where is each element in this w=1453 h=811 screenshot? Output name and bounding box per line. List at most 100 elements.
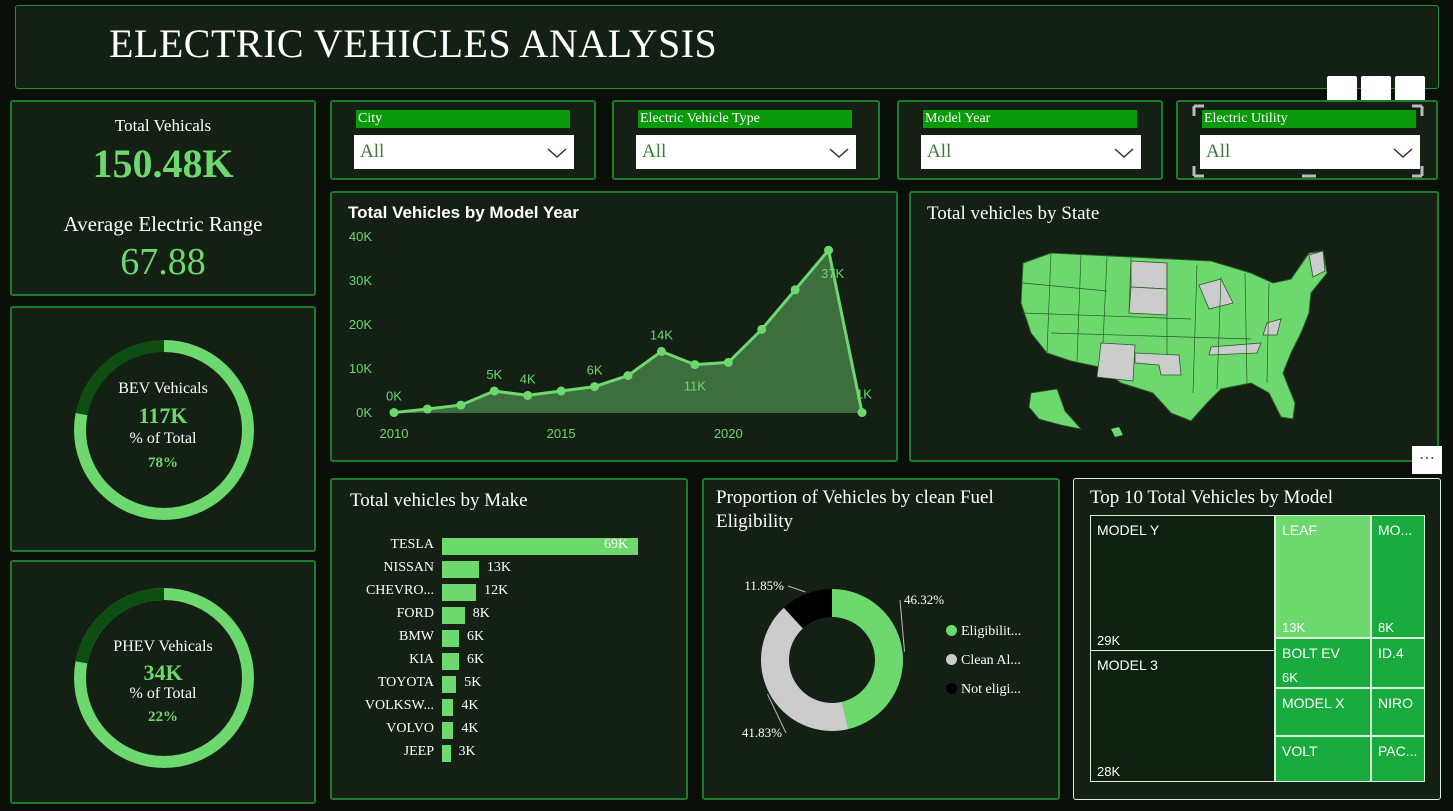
tennessee-state xyxy=(1208,342,1262,356)
ev-type-dropdown-value: All xyxy=(642,141,667,162)
area-point xyxy=(556,386,566,396)
treemap-value: 29K xyxy=(1097,633,1121,648)
treemap-cell-model-3[interactable]: MODEL 3 28K xyxy=(1090,650,1275,782)
area-point xyxy=(623,371,633,381)
treemap-value: 28K xyxy=(1097,764,1121,779)
treemap-cell-bolt-ev[interactable]: BOLT EV 6K xyxy=(1275,638,1371,688)
pie-slice xyxy=(783,589,832,629)
south-dakota-state xyxy=(1128,286,1168,316)
bar[interactable] xyxy=(442,630,460,647)
area-data-label: 6K xyxy=(587,363,603,378)
treemap-name: MO... xyxy=(1378,522,1413,538)
bar[interactable] xyxy=(442,607,465,624)
legend-item-not-eligible[interactable]: Not eligi... xyxy=(946,682,1021,698)
area-fill xyxy=(394,250,862,413)
usa-shape xyxy=(1020,250,1328,422)
treemap-cell-pacifica[interactable]: PAC... xyxy=(1371,736,1425,782)
pie-value-label: 11.85% xyxy=(744,578,784,593)
city-slicer: City All xyxy=(330,100,596,180)
chevron-down-icon xyxy=(547,148,567,159)
bar[interactable] xyxy=(442,676,457,693)
city-slicer-label: City xyxy=(356,110,570,128)
treemap-name: VOLT xyxy=(1282,743,1318,759)
bar[interactable] xyxy=(442,653,460,670)
treemap-name: MODEL X xyxy=(1282,695,1345,711)
y-tick-label: 0K xyxy=(356,405,372,420)
treemap-cell-model-y[interactable]: MODEL Y 29K xyxy=(1090,515,1275,651)
title-panel: ELECTRIC VEHICLES ANALYSIS xyxy=(15,5,1439,89)
legend-item-clean-alt[interactable]: Clean Al... xyxy=(946,653,1021,669)
treemap-name: LEAF xyxy=(1282,522,1318,538)
treemap-cell-model-s[interactable]: MO... 8K xyxy=(1371,515,1425,638)
more-button[interactable] xyxy=(1395,76,1425,104)
state-map-card: Total vehicles by State xyxy=(909,191,1439,462)
pie-leader-line xyxy=(767,694,787,734)
total-vehicles-value: 150.48K xyxy=(92,141,234,186)
treemap-value: 13K xyxy=(1282,620,1306,635)
bar[interactable] xyxy=(442,561,479,578)
bar-value-label: 4K xyxy=(461,721,479,736)
model-year-dropdown[interactable]: All xyxy=(921,135,1141,169)
area-point xyxy=(757,324,767,334)
model-year-slicer: Model Year All xyxy=(897,100,1163,180)
model-year-area-chart: 0K 10K 20K 30K 40K 2010 2015 2020 0K 5K 4K 6K 14K 11… xyxy=(349,229,872,441)
bar[interactable] xyxy=(442,699,454,716)
eligibility-chart-card: Proportion of Vehicles by clean Fuel Eli… xyxy=(702,478,1060,800)
phev-value: 34K xyxy=(143,660,183,685)
legend-item-eligible[interactable]: Eligibilit... xyxy=(946,624,1021,640)
model-year-chart-card: Total Vehicles by Model Year 0K 10K 20K 30K… xyxy=(330,191,898,462)
michigan-state xyxy=(1198,278,1234,310)
bar-value-label: 8K xyxy=(472,606,490,621)
more-options-button[interactable]: ⋯ xyxy=(1412,446,1442,474)
bar[interactable] xyxy=(442,722,454,739)
bar[interactable] xyxy=(442,538,638,555)
area-point xyxy=(590,382,600,392)
bar-category-label: JEEP xyxy=(403,744,434,759)
model-treemap-title: Top 10 Total Vehicles by Model xyxy=(1090,487,1334,508)
focus-mode-button[interactable] xyxy=(1327,76,1357,104)
area-axes: 0K 10K 20K 30K 40K 2010 2015 2020 xyxy=(349,229,743,441)
maine-state xyxy=(1308,250,1326,278)
make-chart-card: Total vehicles by Make TESLA 69K NISSAN 13K… xyxy=(330,478,688,800)
phev-label: PHEV Vehicals xyxy=(113,638,213,655)
treemap-cell-volt[interactable]: VOLT xyxy=(1275,736,1371,782)
treemap-cell-model-x[interactable]: MODEL X xyxy=(1275,688,1371,736)
treemap-name: MODEL 3 xyxy=(1097,657,1158,673)
legend-text: Clean Al... xyxy=(961,653,1021,668)
eligibility-donut-chart: 46.32% 41.83% 11.85% xyxy=(742,578,944,740)
north-dakota-state xyxy=(1130,260,1168,290)
treemap-cell-niro[interactable]: NIRO xyxy=(1371,688,1425,736)
pie-slice xyxy=(832,589,903,730)
treemap-name: ID.4 xyxy=(1378,645,1404,661)
eligibility-chart-title: Proportion of Vehicles by clean Fuel Eli… xyxy=(716,487,994,532)
us-state-map[interactable] xyxy=(1011,243,1341,443)
phev-donut xyxy=(74,588,254,768)
ev-type-slicer-label: Electric Vehicle Type xyxy=(638,110,852,128)
area-points xyxy=(389,245,867,418)
bar-value-label: 6K xyxy=(467,652,485,667)
treemap-cell-leaf[interactable]: LEAF 13K xyxy=(1275,515,1371,638)
model-year-slicer-label: Model Year xyxy=(923,110,1137,128)
bar-category-label: TOYOTA xyxy=(377,675,434,690)
legend-text: Eligibilit... xyxy=(961,624,1022,639)
bev-pct-label: % of Total xyxy=(129,430,197,447)
chevron-down-icon xyxy=(829,148,849,159)
avg-range-label: Average Electric Range xyxy=(63,212,263,236)
oklahoma-state xyxy=(1134,352,1182,376)
west-virginia-state xyxy=(1262,318,1282,336)
bar[interactable] xyxy=(442,745,451,762)
state-borders xyxy=(1022,252,1270,394)
phev-pct: 22% xyxy=(148,709,178,725)
utility-dropdown[interactable]: All xyxy=(1200,135,1420,169)
kpi-card: Total Vehicals 150.48K Average Electric … xyxy=(10,100,316,296)
area-data-label: 1K xyxy=(856,387,872,402)
phev-donut-arc xyxy=(74,588,254,768)
filter-button[interactable] xyxy=(1361,76,1391,104)
city-dropdown[interactable]: All xyxy=(354,135,574,169)
model-year-chart-title: Total Vehicles by Model Year xyxy=(348,203,579,222)
ev-type-dropdown[interactable]: All xyxy=(636,135,856,169)
bar-category-label: TESLA xyxy=(390,537,434,552)
bev-donut-arc xyxy=(74,340,254,520)
bar[interactable] xyxy=(442,584,477,601)
treemap-cell-id4[interactable]: ID.4 xyxy=(1371,638,1425,688)
